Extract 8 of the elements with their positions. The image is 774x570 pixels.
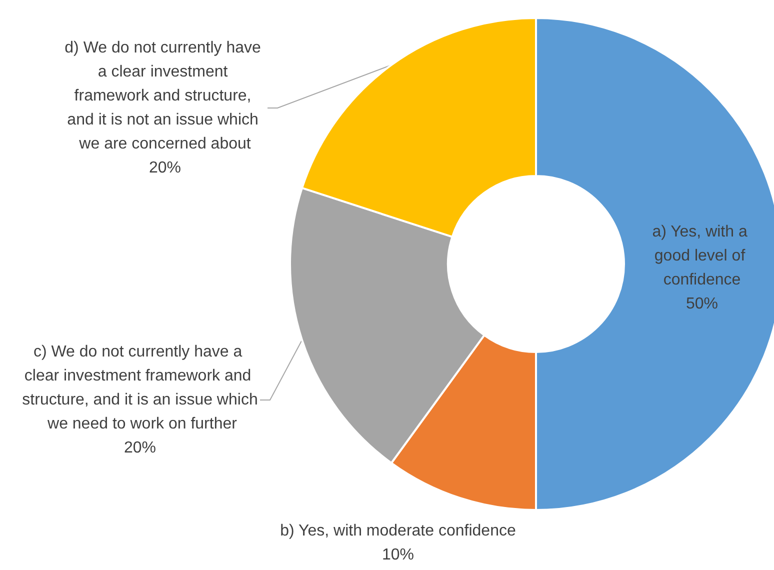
data-label: 20% [148, 160, 182, 176]
data-label: 20% [124, 440, 156, 456]
slice-label: b) Yes, with moderate confidence [280, 522, 516, 540]
data-label: 10% [382, 546, 414, 564]
slice-label: c) We do not currently have a clear investment framework and structure, and it is an issue which we need to work on further [22, 344, 258, 432]
slice-label: a) Yes, with a good level of confidence [652, 224, 752, 288]
slice-label: d) We do not currently have a clear investment framework and structure, and it is not an issue which we are concerned about [64, 40, 266, 152]
data-label: 50% [686, 296, 718, 312]
